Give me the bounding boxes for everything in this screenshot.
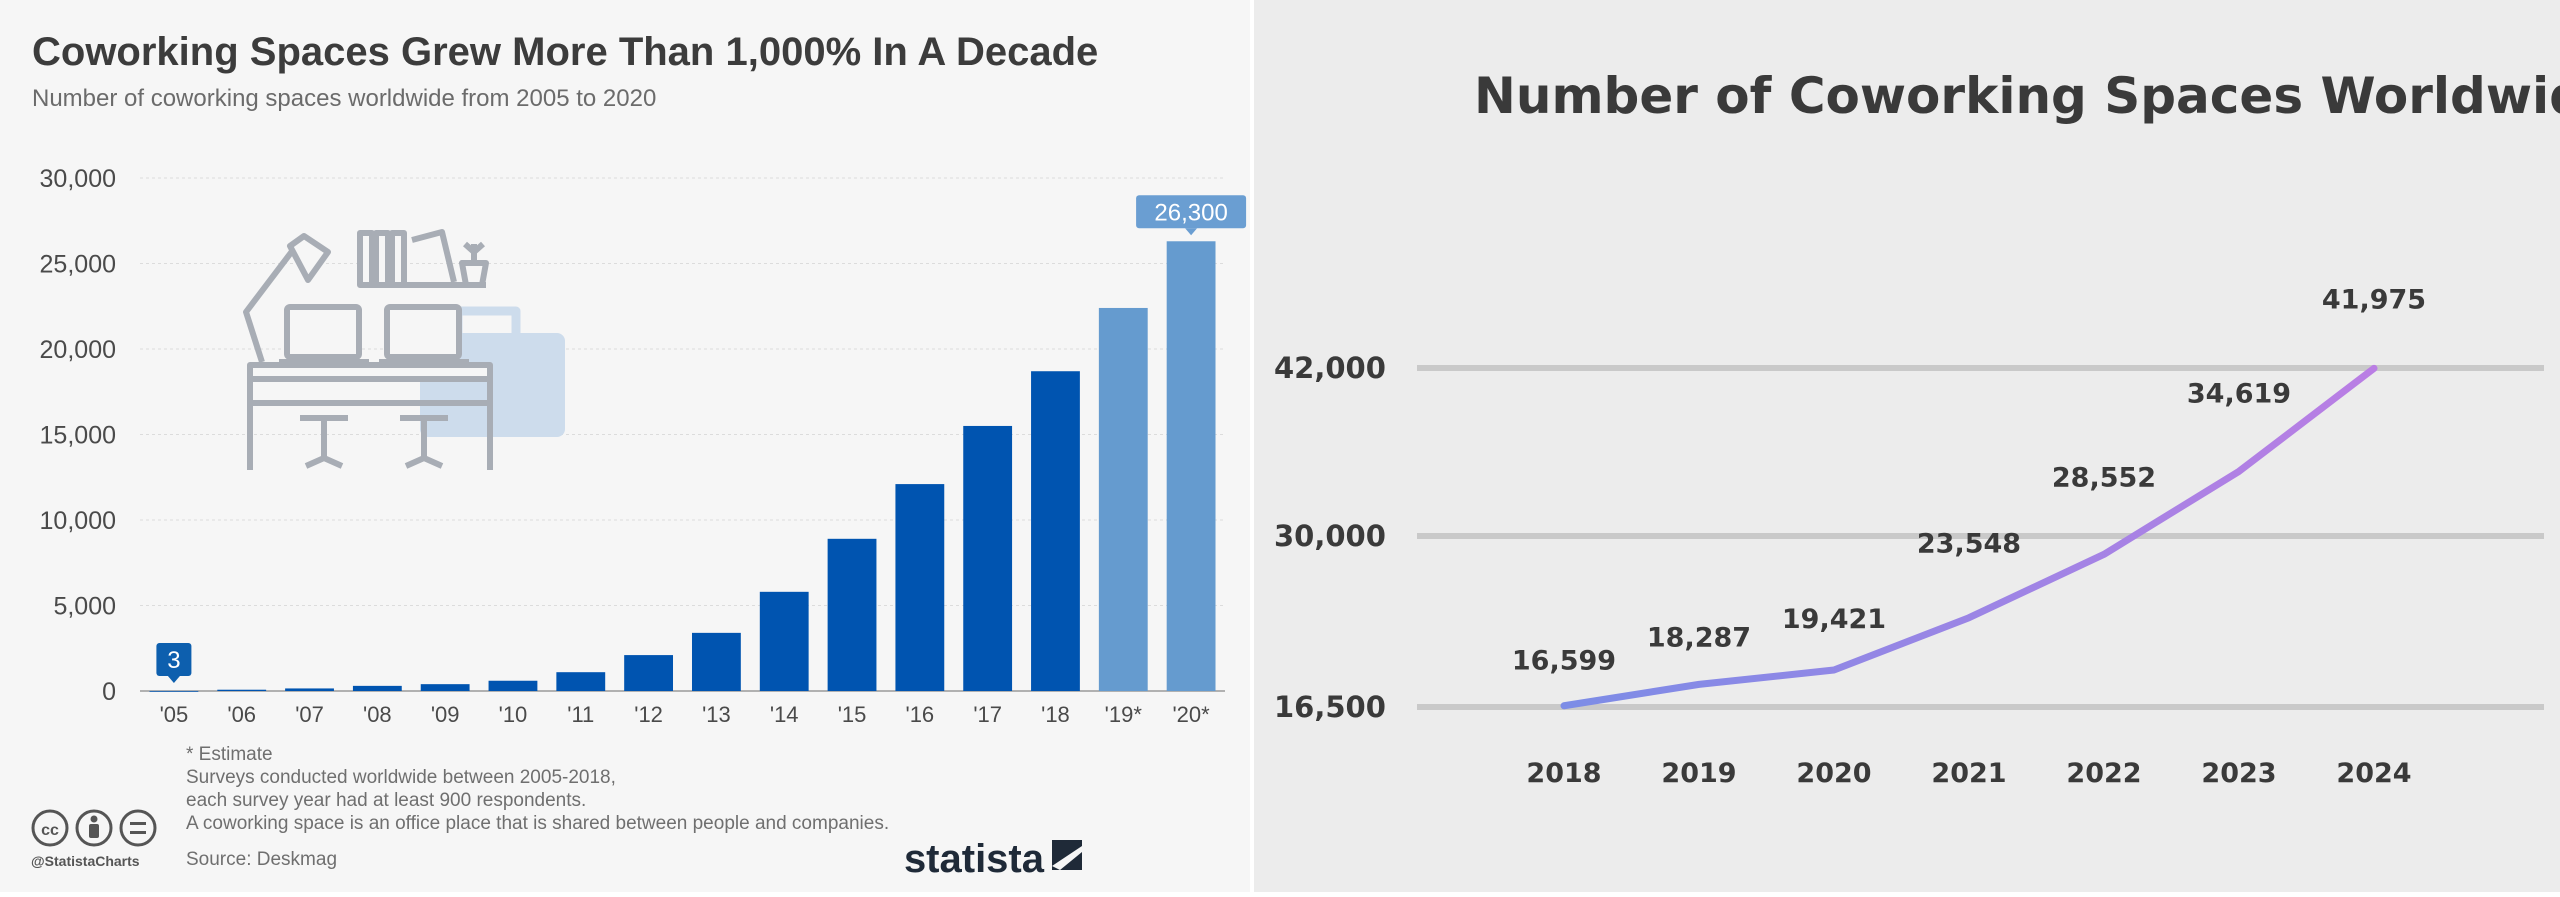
license-icons: cc @StatistaCharts — [31, 809, 157, 869]
x-tick-label: 2020 — [1796, 758, 1871, 789]
callout-label: 3 — [156, 643, 192, 683]
left-bars — [149, 241, 1216, 692]
cc-icon: cc — [31, 809, 69, 847]
bar — [759, 591, 809, 691]
x-tick-label: 2023 — [2201, 758, 2276, 789]
x-tick-label: '17 — [973, 702, 1002, 727]
bar — [1031, 371, 1080, 691]
right-x-axis: 2018 2019 2020 2021 2022 2023 2024 — [1526, 758, 2411, 789]
bar — [1166, 241, 1216, 691]
bar — [624, 655, 674, 691]
bar — [352, 685, 402, 691]
x-tick-label: '10 — [499, 702, 528, 727]
x-tick-label: '19* — [1105, 702, 1143, 727]
x-tick-label: '18 — [1041, 702, 1070, 727]
desk-illustration — [243, 229, 565, 470]
gridline-label: 16,500 — [1274, 690, 1386, 724]
left-x-axis: '05 '06 '07 '08 '09 '10 '11 '12 '13 '14 '15 '16 '17 '… — [160, 702, 1211, 727]
x-tick-label: 2018 — [1526, 758, 1601, 789]
x-tick-label: '06 — [227, 702, 256, 727]
y-tick-label: 30,000 — [40, 165, 116, 193]
bar — [217, 689, 267, 691]
x-tick-label: 2019 — [1661, 758, 1736, 789]
x-tick-label: '20* — [1172, 702, 1210, 727]
x-tick-label: '12 — [634, 702, 663, 727]
bar — [556, 672, 606, 691]
series-line — [1560, 364, 2378, 710]
x-tick-label: '16 — [906, 702, 935, 727]
gridline-label: 30,000 — [1274, 519, 1386, 553]
value-label: 41,975 — [2322, 284, 2426, 315]
x-tick-label: 2024 — [2336, 758, 2411, 789]
y-tick-label: 25,000 — [40, 251, 116, 279]
note-line: A coworking space is an office place tha… — [186, 813, 889, 834]
bar — [285, 688, 334, 691]
x-tick-label: 2022 — [2066, 758, 2141, 789]
left-chart-title: Coworking Spaces Grew More Than 1,000% I… — [32, 30, 1098, 74]
right-chart-panel: Number of Coworking Spaces Worldwide 16,… — [1254, 0, 2560, 892]
callout-text: 26,300 — [1154, 199, 1227, 226]
bar — [488, 680, 538, 691]
bar — [420, 684, 470, 691]
right-line-chart: Number of Coworking Spaces Worldwide 16,… — [1274, 67, 2560, 789]
bar — [827, 538, 877, 691]
y-tick-label: 0 — [102, 678, 116, 706]
left-callouts: 3 26,300 — [156, 195, 1247, 683]
right-series — [1560, 364, 2378, 710]
statista-wordmark: statista — [904, 837, 1045, 881]
left-bar-chart: Coworking Spaces Grew More Than 1,000% I… — [31, 30, 1247, 881]
bar — [895, 484, 945, 691]
source-text: Source: Deskmag — [186, 849, 337, 870]
y-tick-label: 20,000 — [40, 336, 116, 364]
x-tick-label: '05 — [160, 702, 189, 727]
x-tick-label: '15 — [838, 702, 867, 727]
x-tick-label: 2021 — [1931, 758, 2006, 789]
panel-divider — [1250, 0, 1254, 892]
value-label: 34,619 — [2187, 378, 2291, 409]
svg-text:cc: cc — [41, 822, 59, 839]
y-tick-label: 5,000 — [53, 593, 116, 621]
left-chart-panel: Coworking Spaces Grew More Than 1,000% I… — [0, 0, 1254, 892]
left-y-axis: 0 5,000 10,000 15,000 20,000 25,000 30,000 — [40, 165, 116, 706]
x-tick-label: '14 — [770, 702, 799, 727]
right-gridlines: 16,500 30,000 42,000 — [1274, 351, 2544, 724]
note-line: * Estimate — [186, 744, 273, 765]
statista-logo: statista — [904, 837, 1082, 881]
no-derivatives-icon — [119, 809, 157, 847]
y-tick-label: 15,000 — [40, 422, 116, 450]
bar — [691, 632, 741, 691]
value-label: 23,548 — [1917, 529, 2021, 560]
y-tick-label: 10,000 — [40, 507, 116, 535]
note-line: Surveys conducted worldwide between 2005… — [186, 767, 616, 788]
gridline-label: 42,000 — [1274, 351, 1386, 385]
left-chart-notes: * Estimate Surveys conducted worldwide b… — [186, 744, 889, 870]
x-tick-label: '07 — [295, 702, 324, 727]
value-label: 18,287 — [1647, 622, 1751, 653]
bar — [1098, 307, 1148, 691]
x-tick-label: '13 — [702, 702, 731, 727]
right-value-labels: 16,599 18,287 19,421 23,548 28,552 34,619 41,9… — [1512, 284, 2426, 676]
value-label: 28,552 — [2052, 462, 2156, 493]
credit-text: @StatistaCharts — [31, 853, 140, 869]
callout-label: 26,300 — [1136, 195, 1247, 236]
x-tick-label: '11 — [567, 702, 594, 727]
callout-text: 3 — [167, 647, 180, 674]
note-line: each survey year had at least 900 respon… — [186, 790, 586, 811]
right-chart-title: Number of Coworking Spaces Worldwide — [1474, 67, 2560, 125]
value-label: 16,599 — [1512, 646, 1616, 677]
x-tick-label: '08 — [363, 702, 392, 727]
bar — [963, 425, 1013, 691]
bar — [149, 690, 199, 692]
value-label: 19,421 — [1782, 604, 1886, 635]
attribution-icon — [75, 809, 113, 847]
left-chart-subtitle: Number of coworking spaces worldwide fro… — [32, 85, 656, 112]
x-tick-label: '09 — [431, 702, 460, 727]
